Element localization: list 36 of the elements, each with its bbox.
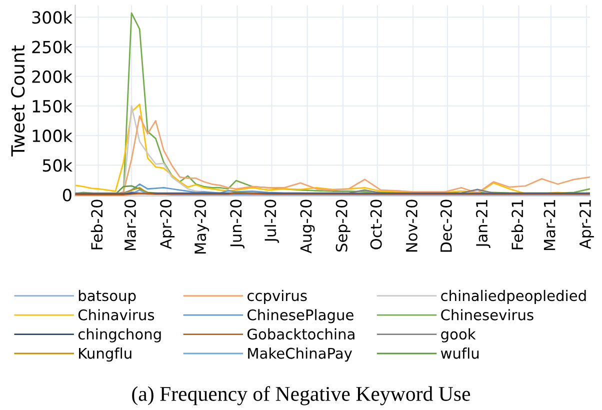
x-tick-label: Nov-20 [406, 200, 418, 252]
x-tick-label: Feb-21 [511, 200, 524, 250]
x-tick-label: May-20 [194, 200, 210, 254]
y-tick-label: 250k [32, 40, 72, 54]
x-tick-label: Jun-20 [230, 200, 245, 248]
legend-label: ChinesePlague [248, 309, 354, 324]
y-tick-label: 100k [32, 129, 72, 142]
y-tick-label: 200k [32, 70, 72, 83]
y-tick-label: 50k [42, 158, 72, 172]
x-tick-label: Apr-20 [160, 200, 175, 250]
legend-label: MakeChinaPay [248, 348, 352, 362]
legend-label: wuflu [440, 348, 479, 359]
x-tick-label: Aug-20 [300, 200, 315, 254]
y-tick-label: 150k [32, 100, 72, 113]
x-tick-label: Apr-21 [579, 200, 594, 250]
legend-label: Chinesevirus [441, 309, 534, 320]
x-tick-label: Mar-20 [124, 200, 136, 250]
x-tick-label: Jul-20 [264, 200, 279, 243]
legend-label: chingchong [78, 328, 161, 342]
x-tick-label: Dec-20 [440, 200, 452, 252]
x-tick-label: Jan-21 [476, 200, 490, 248]
legend-label: batsoup [78, 290, 136, 304]
y-tick-label: 0 [62, 188, 72, 202]
text: (a) Frequency of Negative Keyword Use [132, 386, 470, 406]
legend-label: ccpvirus [248, 290, 307, 304]
legend-label: Gobacktochina [248, 328, 354, 340]
legend-label: chinaliedpeopledied [441, 290, 586, 304]
y-tick-label: 300k [32, 10, 72, 24]
x-tick-label: Sep-20 [336, 200, 350, 252]
x-tick-label: Feb-20 [90, 200, 103, 250]
legend-label: Chinavirus [78, 309, 154, 320]
legend-label: Kungflu [79, 348, 132, 362]
x-tick-label: Oct-20 [370, 200, 382, 250]
x-tick-label: Mar-21 [544, 200, 556, 250]
y-axis-title: Tweet Count [11, 45, 25, 156]
legend-label: gook [441, 328, 476, 342]
